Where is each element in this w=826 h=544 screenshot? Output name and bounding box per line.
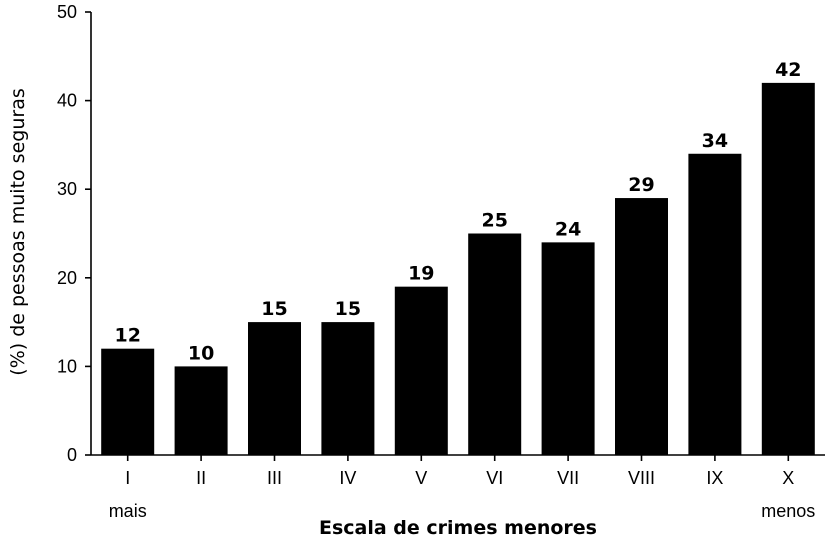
- bar: [688, 153, 742, 455]
- data-label: 19: [408, 263, 434, 285]
- data-label: 15: [335, 298, 361, 320]
- data-labels: 12 10 15 15 19 25 24 29 34 42: [114, 59, 801, 365]
- x-tick-label: II: [196, 468, 206, 488]
- x-tick-label: III: [267, 468, 282, 488]
- data-label: 29: [628, 174, 654, 196]
- x-tick-label: X: [782, 468, 794, 488]
- data-label: 12: [114, 325, 140, 347]
- bar: [174, 366, 228, 455]
- data-label: 24: [555, 218, 581, 240]
- x-tick-label: VII: [557, 468, 579, 488]
- x-tick-label: VI: [486, 468, 503, 488]
- y-tick-label: 0: [67, 445, 77, 465]
- x-tick-label: VIII: [628, 468, 655, 488]
- bar: [468, 233, 522, 455]
- bars: [101, 82, 815, 455]
- x-tick-label: I: [125, 468, 130, 488]
- bar: [394, 286, 448, 455]
- data-label: 15: [261, 298, 287, 320]
- y-ticks: 0 10 20 30 40 50: [57, 2, 91, 465]
- data-label: 42: [775, 59, 801, 81]
- y-axis: 0 10 20 30 40 50: [57, 2, 92, 465]
- x-tick-label: V: [415, 468, 427, 488]
- x-tick-label: IV: [339, 468, 356, 488]
- bar: [761, 82, 815, 455]
- bar: [615, 198, 668, 455]
- y-tick-label: 30: [57, 179, 77, 199]
- y-tick-label: 40: [57, 91, 77, 111]
- y-tick-label: 50: [57, 2, 77, 22]
- data-label: 25: [481, 210, 507, 232]
- bar: [101, 348, 155, 455]
- bar: [248, 322, 301, 455]
- x-tick-label: IX: [706, 468, 723, 488]
- x-tick-sublabel: mais: [109, 501, 147, 521]
- y-axis-title: (%) de pessoas muito seguras: [7, 88, 29, 375]
- x-axis-title: Escala de crimes menores: [319, 517, 597, 539]
- data-label: 34: [702, 130, 728, 152]
- bar: [541, 242, 595, 455]
- data-label: 10: [188, 342, 214, 364]
- y-tick-label: 20: [57, 268, 77, 288]
- y-tick-label: 10: [57, 356, 77, 376]
- x-tick-sublabel: menos: [761, 501, 815, 521]
- bar: [321, 322, 375, 455]
